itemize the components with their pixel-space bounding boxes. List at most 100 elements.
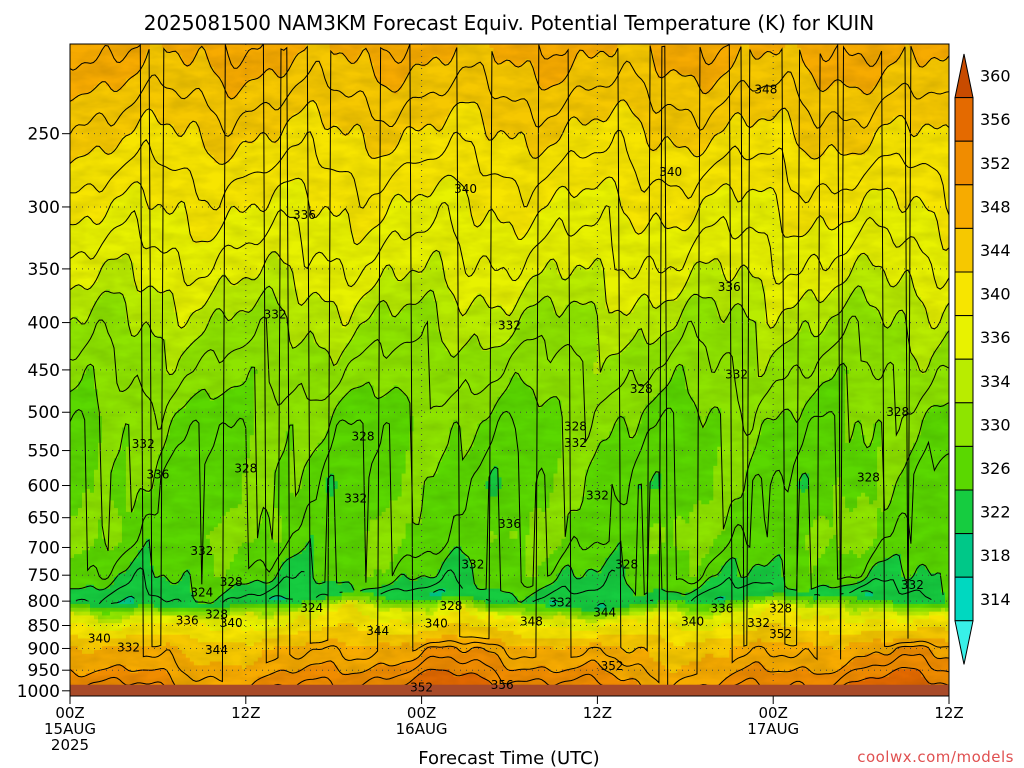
grid-lines xyxy=(70,44,949,696)
contour-label: 328 xyxy=(564,419,587,433)
colorbar-label: 348 xyxy=(980,197,1011,216)
y-tick-label: 350 xyxy=(28,260,60,280)
chart-title: 2025081500 NAM3KM Forecast Equiv. Potent… xyxy=(144,11,875,35)
colorbar-swatch xyxy=(954,576,974,622)
x-tick-label: 17AUG xyxy=(747,720,799,738)
colorbar-label: 318 xyxy=(980,546,1011,565)
colorbar-swatch xyxy=(954,402,974,447)
contour-324 xyxy=(98,567,182,605)
y-tick-label: 600 xyxy=(28,477,60,497)
colorbar-swatch xyxy=(954,97,974,142)
colorbar-label: 344 xyxy=(980,241,1011,260)
contour-label: 328 xyxy=(886,405,909,419)
contour-326 xyxy=(359,466,944,603)
x-tick-label: 15AUG xyxy=(44,720,96,738)
contour-label: 328 xyxy=(352,429,375,443)
contour-322 xyxy=(597,602,607,607)
contour-label: 324 xyxy=(190,585,213,599)
colorbar-swatch xyxy=(954,445,974,491)
contour-label: 328 xyxy=(615,557,638,571)
y-tick-label: 650 xyxy=(28,509,60,529)
x-tick-label: 00Z xyxy=(407,704,436,722)
contour-346 xyxy=(70,60,949,137)
contour-label: 332 xyxy=(725,367,748,381)
contour-label: 332 xyxy=(264,307,287,321)
credit-text: coolwx.com/models xyxy=(857,748,1014,766)
contour-label: 356 xyxy=(491,678,514,692)
colorbar-label: 326 xyxy=(980,459,1011,478)
x-tick-label: 12Z xyxy=(231,704,260,722)
colorbar-label: 340 xyxy=(980,285,1011,304)
contour-label: 344 xyxy=(366,624,389,638)
y-tick-label: 1000 xyxy=(17,682,60,702)
contour-labels: 3483403403363363323323323283283283283323… xyxy=(88,83,924,695)
y-tick-label: 500 xyxy=(28,403,60,423)
contour-352 xyxy=(245,645,651,696)
y-tick-label: 800 xyxy=(28,592,60,612)
contour-326 xyxy=(70,474,355,604)
contour-label: 340 xyxy=(425,617,448,631)
contour-330 xyxy=(70,362,949,552)
contour-352 xyxy=(70,664,188,695)
contour-label: 328 xyxy=(205,607,228,621)
colorbar-cap-bottom xyxy=(954,620,974,665)
contour-label: 340 xyxy=(454,182,477,196)
contour-324 xyxy=(849,577,932,601)
contour-324 xyxy=(222,570,305,603)
contour-label: 336 xyxy=(498,517,521,531)
contour-label: 352 xyxy=(601,659,624,673)
colorbar-swatch xyxy=(954,227,974,273)
contour-322 xyxy=(714,596,724,600)
contour-324 xyxy=(532,569,616,603)
contour-328 xyxy=(70,407,949,588)
contour-350 xyxy=(70,44,949,691)
contour-label: 336 xyxy=(146,468,169,482)
colorbar: 360 356 352 348 344 340 336 334 330 326 322 318 314 xyxy=(954,53,1011,665)
contour-322 xyxy=(860,590,874,594)
colorbar-label: 314 xyxy=(980,590,1011,609)
contour-label: 352 xyxy=(410,681,433,695)
y-tick-label: 700 xyxy=(28,538,60,558)
y-tick-label: 400 xyxy=(28,314,60,334)
colorbar-cap-top xyxy=(954,53,974,99)
contour-label: 332 xyxy=(498,319,521,333)
contour-label: 332 xyxy=(461,557,484,571)
x-tick-label: 00Z xyxy=(55,704,84,722)
contour-324 xyxy=(75,598,88,602)
colorbar-swatch xyxy=(954,315,974,360)
contour-label: 340 xyxy=(659,165,682,179)
contour-352 xyxy=(676,645,949,695)
contour-label: 344 xyxy=(205,643,228,657)
contour-lines xyxy=(70,44,949,696)
contour-322 xyxy=(268,595,293,600)
contour-label: 328 xyxy=(769,602,792,616)
contour-324 xyxy=(315,593,328,598)
x-tick-label: 00Z xyxy=(759,704,788,722)
contour-label: 332 xyxy=(344,492,367,506)
contour-label: 332 xyxy=(747,616,770,630)
y-tick-label: 950 xyxy=(28,661,60,681)
contour-322 xyxy=(553,599,560,603)
contour-label: 340 xyxy=(681,615,704,629)
y-tick-label: 750 xyxy=(28,566,60,586)
contour-322 xyxy=(110,595,135,604)
colorbar-label: 322 xyxy=(980,503,1011,522)
contour-label: 340 xyxy=(88,632,111,646)
y-tick-label: 250 xyxy=(28,125,60,145)
contour-label: 324 xyxy=(300,601,323,615)
colorbar-swatch xyxy=(954,489,974,535)
contour-label: 336 xyxy=(293,208,316,222)
colorbar-label: 334 xyxy=(980,372,1011,391)
contour-344 xyxy=(70,99,949,165)
colorbar-swatch xyxy=(954,271,974,317)
contour-324 xyxy=(485,598,490,601)
contour-340 xyxy=(70,174,949,251)
contour-label: 340 xyxy=(220,616,243,630)
x-tick-label: 16AUG xyxy=(396,720,448,738)
contour-label: 336 xyxy=(176,614,199,628)
contour-label: 332 xyxy=(564,436,587,450)
contour-label: 328 xyxy=(220,575,243,589)
y-tick-label: 450 xyxy=(28,361,60,381)
